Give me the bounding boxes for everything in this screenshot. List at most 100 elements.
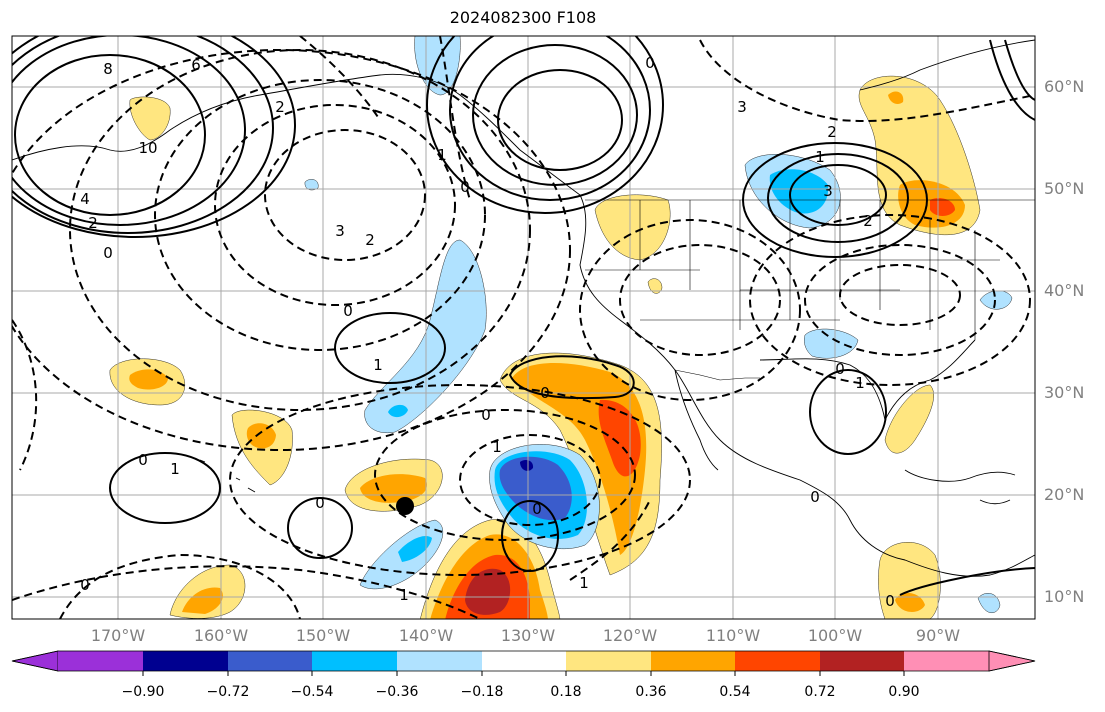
low-contour-southwest-us-2 (579, 219, 801, 401)
lon-label: 130°W (500, 626, 556, 645)
colorbar-bin (397, 651, 482, 671)
contour-label: 0 (645, 54, 655, 72)
colorbar-tick-label: −0.72 (206, 684, 250, 700)
contour-label: 1 (855, 374, 865, 392)
colorbar-bin (228, 651, 312, 671)
contour-label: 0 (80, 576, 90, 594)
colorbar-tick-label: −0.90 (121, 684, 165, 700)
low-contour-south (12, 565, 481, 619)
contour-label: 0 (343, 302, 353, 320)
colorbar-tick-label: 0.36 (635, 684, 667, 700)
contour-label: 0 (532, 500, 542, 518)
contour-label: 6 (191, 56, 201, 74)
lat-label: 20°N (1044, 485, 1085, 504)
contour-label: 0 (481, 406, 491, 424)
colorbar-tick-label: −0.18 (460, 684, 504, 700)
high-contour-plains-3 (742, 142, 928, 258)
contour-label: 0 (103, 244, 113, 262)
colorbar-bin (143, 651, 228, 671)
colorbar-bin (482, 651, 566, 671)
contour-label: 0 (315, 494, 325, 512)
positive-anomaly-hawaii-north-core (246, 423, 276, 449)
lat-label: 40°N (1044, 281, 1085, 300)
positive-anomaly-subtropical-west-core (129, 369, 168, 390)
low-contour-north-alaska (299, 36, 381, 121)
negative-anomaly-north-central-core (388, 404, 408, 418)
lon-label: 150°W (295, 626, 351, 645)
colorbar-bin (312, 651, 397, 671)
low-contour-storm-low-2 (374, 409, 636, 541)
contour-label: 2 (275, 98, 285, 116)
colorbar-extend-high (988, 650, 1036, 672)
contour-label: 3 (737, 98, 747, 116)
contour-label: 1 (492, 438, 502, 456)
low-contour-storm-low-1 (459, 434, 601, 526)
lat-label: 10°N (1044, 587, 1085, 606)
positive-anomaly-south-central-max (465, 568, 511, 615)
positive-anomaly-florida (884, 384, 934, 454)
colorbar-tick-label: 0.72 (804, 684, 836, 700)
positive-contours (12, 36, 1035, 596)
colorbar-bin (735, 651, 820, 671)
contour-label: 0 (540, 384, 550, 402)
lat-label: 60°N (1044, 77, 1085, 96)
high-contour-gulf-alaska-1 (497, 69, 623, 171)
negative-anomaly-south-west-pacific-core (398, 535, 432, 562)
positive-anomaly-great-lakes-max (930, 198, 955, 216)
lon-label: 170°W (90, 626, 146, 645)
lat-label: 50°N (1044, 179, 1085, 198)
contour-label: 1 (437, 146, 447, 164)
contour-label: 2 (88, 214, 98, 232)
political-borders (585, 199, 1035, 381)
negative-anomaly-plains-north-core (769, 169, 829, 214)
low-contour-north-pacific-2 (214, 104, 456, 306)
high-contour-plains-2 (767, 153, 909, 243)
low-contour-great-lakes-3 (749, 214, 1031, 386)
lon-label: 160°W (193, 626, 249, 645)
contour-label: 1 (815, 148, 825, 166)
low-contour-gulf-alaska-west (439, 36, 471, 201)
lon-label: 100°W (807, 626, 863, 645)
positive-anomaly-alaska-west (129, 96, 171, 141)
colorbar-bin (566, 651, 651, 671)
colorbar-outline (11, 650, 1036, 672)
low-contour-hudson (699, 39, 1035, 122)
negative-contours (12, 36, 1035, 619)
high-contour-northwest-3 (12, 36, 274, 234)
low-contour-north-pacific-1 (264, 129, 426, 261)
high-contour-northwest-2 (12, 36, 246, 226)
high-contour-storm-west (287, 497, 353, 559)
low-contour-north-pacific-5 (12, 49, 571, 451)
contour-label: 2 (827, 123, 837, 141)
colorbar-bin (651, 651, 735, 671)
contour-label: 1 (579, 574, 589, 592)
high-contour-northwest-4 (12, 36, 296, 238)
positive-anomaly-central-america-core (895, 593, 925, 612)
high-contour-gulf-alaska-4 (426, 36, 664, 214)
high-contour-gulf-alaska-3 (449, 36, 651, 201)
negative-anomaly-north-central (364, 239, 487, 434)
colorbar-tick-label: −0.36 (375, 684, 419, 700)
low-contour-great-lakes-1 (839, 264, 961, 326)
colorbar-bin (904, 651, 989, 671)
lat-label: 30°N (1044, 383, 1085, 402)
map-frame (11, 35, 1036, 620)
contour-label: 1 (373, 356, 383, 374)
contour-label: 3 (823, 182, 833, 200)
contour-label: 0 (138, 451, 148, 469)
high-contour-gulf-mexico (809, 369, 887, 455)
negative-anomaly-caribbean (977, 593, 1001, 613)
lon-label: 120°W (602, 626, 658, 645)
contour-label: 2 (365, 231, 375, 249)
low-contour-west-edge (12, 319, 38, 471)
high-contour-plains-1 (789, 164, 887, 226)
high-contour-central-pacific (334, 312, 446, 384)
low-contour-southwest-us (619, 244, 781, 356)
colorbar-bin (58, 651, 143, 671)
contour-label: 2 (863, 212, 873, 230)
low-contour-storm-low-3 (229, 384, 691, 576)
lon-label: 110°W (705, 626, 761, 645)
colorbar-extend-low (11, 650, 59, 672)
high-contour-east-pacific (508, 355, 635, 400)
